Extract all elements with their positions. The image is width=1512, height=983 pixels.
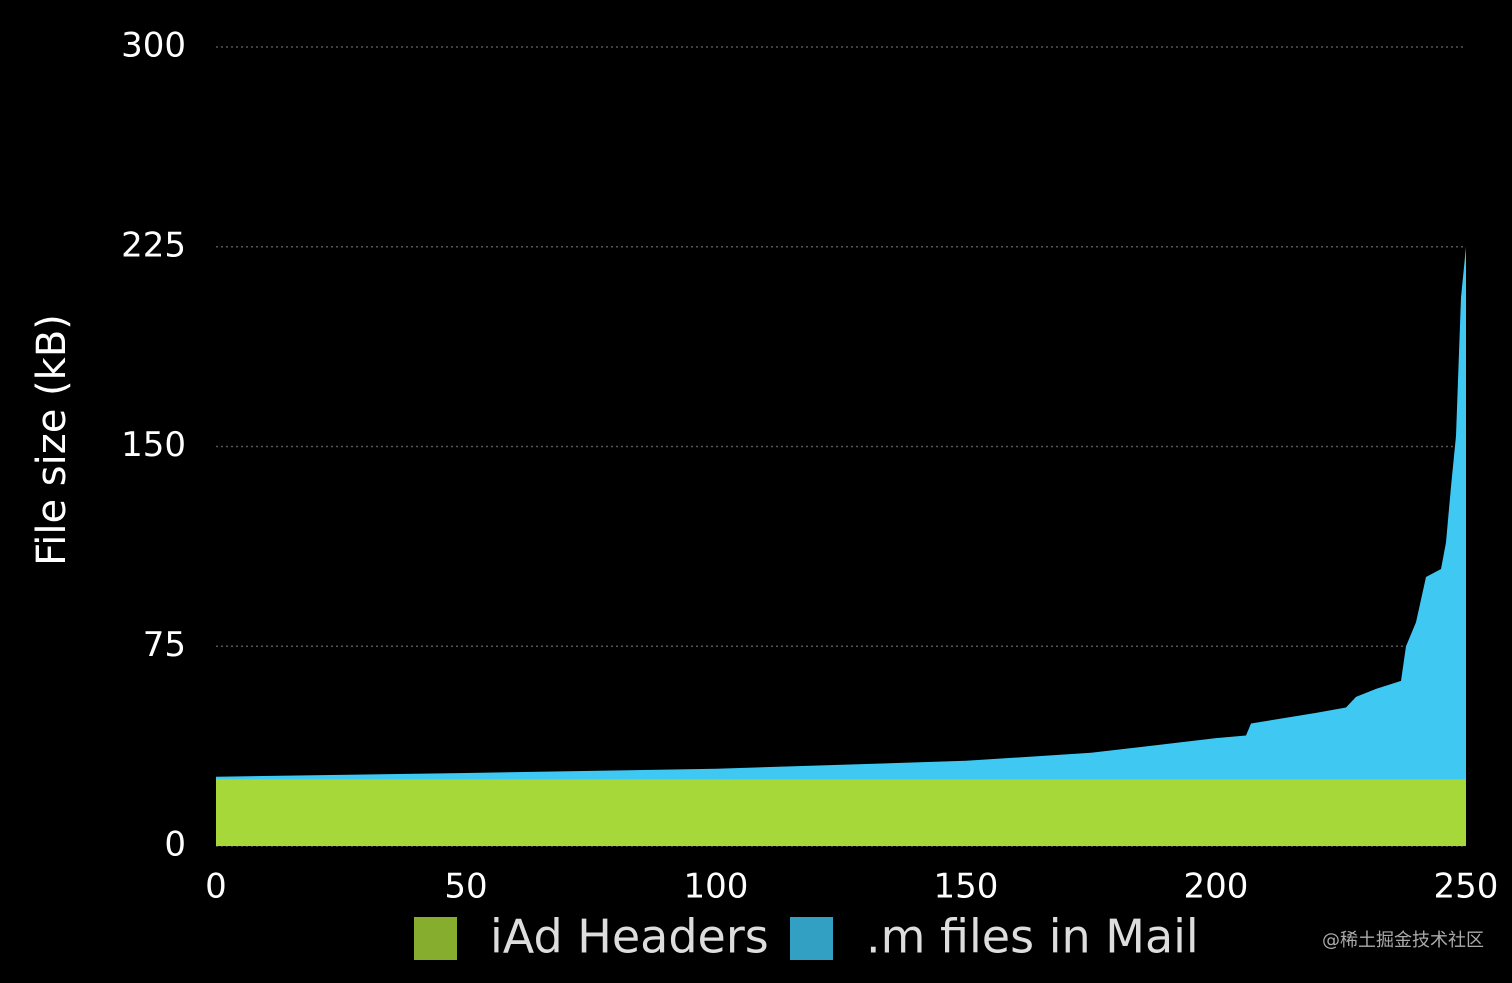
y-tick-label: 150 bbox=[121, 425, 186, 465]
legend-label: iAd Headers bbox=[490, 910, 769, 964]
legend-swatch bbox=[790, 917, 833, 960]
x-tick-label: 150 bbox=[934, 867, 999, 907]
watermark: @稀土掘金技术社区 bbox=[1322, 930, 1484, 951]
area bbox=[216, 246, 1466, 846]
legend-swatch bbox=[414, 917, 457, 960]
y-axis-label: File size (kB) bbox=[29, 314, 75, 566]
x-tick-label: 100 bbox=[684, 867, 749, 907]
y-tick-label: 75 bbox=[143, 625, 186, 665]
x-tick-label: 0 bbox=[205, 867, 227, 907]
legend-label: .m files in Mail bbox=[866, 910, 1199, 964]
x-tick-label: 50 bbox=[444, 867, 487, 907]
y-tick-label: 300 bbox=[121, 26, 186, 66]
y-tick-label: 0 bbox=[164, 825, 186, 865]
x-tick-label: 200 bbox=[1184, 867, 1249, 907]
x-tick-label: 250 bbox=[1434, 867, 1499, 907]
y-tick-label: 225 bbox=[121, 225, 186, 265]
area bbox=[216, 779, 1466, 846]
